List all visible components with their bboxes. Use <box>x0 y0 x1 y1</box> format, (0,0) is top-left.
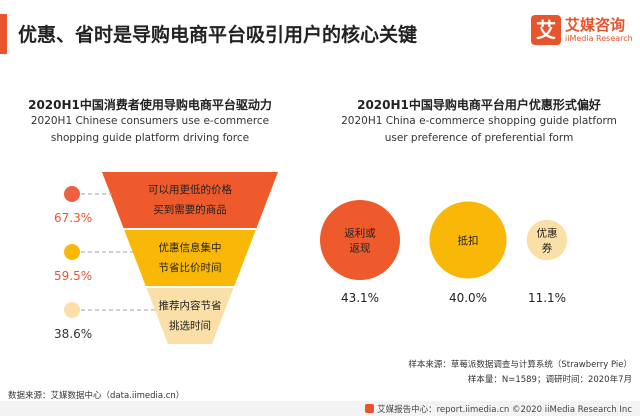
data-source-note: 数据来源：艾媒数据中心（data.iimedia.cn） <box>8 391 185 401</box>
bubble-label: 优惠 <box>537 227 558 240</box>
funnel-segment <box>124 230 256 286</box>
funnel-segment <box>146 288 234 344</box>
funnel-value-label: 38.6% <box>54 327 92 341</box>
funnel-value-label: 59.5% <box>54 269 92 283</box>
brand-logo-icon: 艾 <box>531 15 561 45</box>
sample-size-note: 样本量：N=1589；调研时间：2020年7月 <box>467 375 632 385</box>
funnel-segment-label: 买到需要的商品 <box>153 203 227 216</box>
footer-label: 艾媒报告中心：report.iimedia.cn ©2020 iiMedia R… <box>377 405 632 415</box>
funnel-segment <box>102 172 278 228</box>
bubble-label: 返现 <box>350 243 371 255</box>
brand-name-en: iiMedia Research <box>565 34 633 43</box>
footer-text[interactable]: 艾媒报告中心：report.iimedia.cn ©2020 iiMedia R… <box>365 403 632 415</box>
right-chart-subtitle-line-2: user preference of preferential form <box>384 132 574 144</box>
bubble <box>320 200 400 280</box>
funnel-marker-dot <box>64 244 80 260</box>
brand-name-cn: 艾媒咨询 <box>565 16 626 34</box>
funnel-value-label: 67.3% <box>54 211 92 225</box>
funnel-segment-label: 挑选时间 <box>169 319 211 332</box>
footer-bar: 艾媒报告中心：report.iimedia.cn ©2020 iiMedia R… <box>0 401 640 416</box>
bubble-value-label: 43.1% <box>341 291 379 305</box>
sample-source-note: 样本来源：草莓派数据调查与计算系统（Strawberry Pie） <box>408 360 632 370</box>
left-chart-subtitle-line-2: shopping guide platform driving force <box>50 132 250 144</box>
bubble-label: 返利或 <box>344 228 376 240</box>
bubble-label: 抵扣 <box>458 234 479 247</box>
funnel-segment-label: 可以用更低的价格 <box>148 183 232 196</box>
title-accent-bar <box>0 14 7 54</box>
left-chart-subtitle-line-1: 2020H1 Chinese consumers use e-commerce <box>30 115 270 127</box>
funnel-marker-dot <box>64 186 80 202</box>
bubble <box>429 201 507 279</box>
brand-logo[interactable]: 艾 艾媒咨询 iiMedia Research <box>531 11 635 51</box>
funnel-segment-label: 优惠信息集中 <box>159 241 222 254</box>
bubble <box>526 219 568 261</box>
report-center-icon <box>365 404 375 413</box>
funnel-marker-dot <box>64 302 80 318</box>
right-chart-subtitle: 2020H1 China e-commerce shopping guide p… <box>318 113 640 147</box>
bubble-label: 券 <box>542 242 553 255</box>
right-chart-title: 2020H1中国导购电商平台用户优惠形式偏好 <box>357 98 601 112</box>
left-chart-title: 2020H1中国消费者使用导购电商平台驱动力 <box>28 98 272 112</box>
right-chart-subtitle-line-1: 2020H1 China e-commerce shopping guide p… <box>341 115 617 127</box>
funnel-segment-label: 节省比价时间 <box>159 261 222 274</box>
bubble-value-label: 40.0% <box>449 291 487 305</box>
left-chart-subtitle: 2020H1 Chinese consumers use e-commerce … <box>0 113 300 147</box>
bubble-value-label: 11.1% <box>528 291 566 305</box>
page-title: 优惠、省时是导购电商平台吸引用户的核心关键 <box>18 24 418 46</box>
funnel-segment-label: 推荐内容节省 <box>159 299 222 312</box>
